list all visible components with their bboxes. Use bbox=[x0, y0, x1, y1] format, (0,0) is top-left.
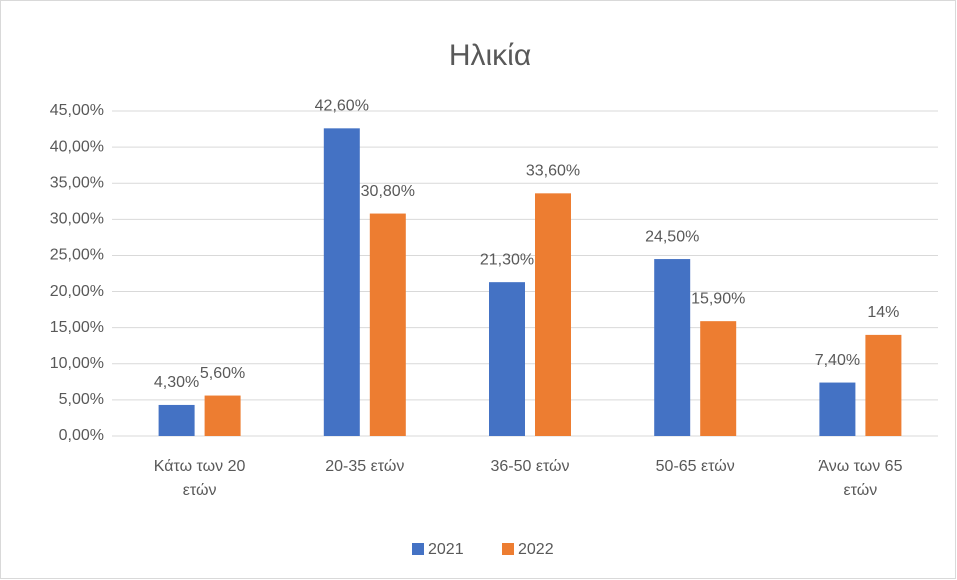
data-label: 42,60% bbox=[315, 98, 369, 115]
legend-swatch bbox=[502, 543, 514, 555]
bar bbox=[158, 404, 195, 436]
data-label: 30,80% bbox=[361, 183, 415, 200]
bar bbox=[489, 282, 525, 436]
data-label: 15,90% bbox=[691, 290, 745, 307]
bar bbox=[323, 128, 360, 437]
bar bbox=[204, 395, 241, 436]
x-tick-label: 20-35 ετών bbox=[325, 458, 405, 475]
y-tick-label: 45,00% bbox=[50, 102, 104, 119]
bar bbox=[535, 193, 571, 436]
data-label: 24,50% bbox=[645, 228, 699, 245]
x-tick-label: 36-50 ετών bbox=[490, 458, 570, 475]
data-label: 4,30% bbox=[154, 374, 199, 391]
data-label: 33,60% bbox=[526, 163, 580, 180]
bar bbox=[819, 382, 856, 436]
data-label: 7,40% bbox=[815, 352, 860, 369]
y-tick-label: 20,00% bbox=[50, 283, 104, 300]
data-label: 14% bbox=[867, 304, 899, 321]
bar bbox=[654, 259, 691, 436]
bar bbox=[700, 321, 737, 436]
bar bbox=[865, 334, 902, 436]
y-tick-label: 0,00% bbox=[59, 427, 104, 444]
y-tick-label: 35,00% bbox=[50, 174, 104, 191]
x-tick-label: Άνω των 65 ετών bbox=[818, 458, 903, 499]
legend-swatch bbox=[412, 543, 424, 555]
legend-label: 2022 bbox=[518, 541, 554, 558]
y-tick-label: 5,00% bbox=[59, 391, 104, 408]
data-label: 5,60% bbox=[200, 365, 245, 382]
data-label: 21,30% bbox=[480, 251, 534, 268]
bar bbox=[369, 213, 406, 436]
y-tick-label: 25,00% bbox=[50, 247, 104, 264]
chart-title: Ηλικία bbox=[449, 39, 531, 72]
y-tick-label: 40,00% bbox=[50, 138, 104, 155]
legend-label: 2021 bbox=[428, 541, 464, 558]
x-tick-label: 50-65 ετών bbox=[655, 458, 735, 475]
y-tick-label: 10,00% bbox=[50, 355, 104, 372]
y-tick-label: 15,00% bbox=[50, 319, 104, 336]
x-tick-label: Κάτω των 20 ετών bbox=[153, 458, 246, 499]
y-tick-label: 30,00% bbox=[50, 211, 104, 228]
